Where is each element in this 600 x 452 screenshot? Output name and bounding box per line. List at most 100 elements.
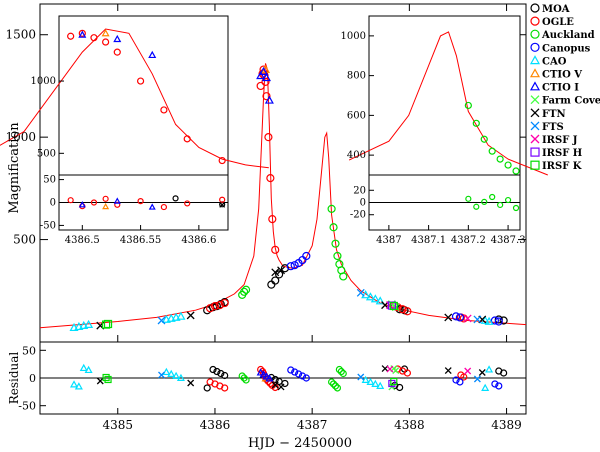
data-point	[74, 321, 84, 331]
y-tick-label: 1000	[31, 76, 56, 87]
inset-point	[101, 29, 110, 37]
x-tick-label: 4387.3	[491, 235, 526, 246]
residual-point	[403, 369, 412, 377]
residual-point	[262, 372, 271, 380]
legend-label: FTS	[542, 122, 564, 133]
inset-point	[102, 38, 110, 46]
y-tick-label: 800	[347, 71, 366, 82]
residual-point	[213, 367, 221, 376]
data-point	[275, 270, 284, 279]
legend-label: Canopus	[542, 43, 591, 54]
y-tick-label: 0	[50, 198, 56, 209]
residual-point	[460, 373, 468, 381]
inset-point	[160, 106, 168, 114]
inset-point	[148, 50, 157, 59]
data-point	[215, 301, 224, 310]
legend-label: Auckland	[541, 30, 595, 41]
x-axis-label: HJD − 2450000	[248, 436, 352, 451]
residual-point	[70, 380, 79, 388]
residual-point	[221, 384, 229, 392]
data-point	[339, 272, 348, 281]
legend-marker	[530, 147, 540, 157]
data-point	[403, 307, 412, 316]
data-point	[329, 223, 338, 232]
residual-point	[287, 366, 295, 374]
legend-label: FTN	[542, 109, 566, 120]
legend-label: CAO	[542, 56, 567, 67]
legend-label: IRSF K	[542, 161, 582, 172]
legend-marker	[529, 55, 541, 65]
residual-point	[238, 372, 246, 380]
x-tick-label: 4387	[297, 418, 328, 432]
data-point	[166, 313, 176, 322]
data-point	[157, 316, 166, 325]
residual-point	[495, 382, 503, 390]
inset-point	[136, 77, 145, 85]
data-point	[499, 316, 508, 325]
data-point	[375, 296, 385, 305]
residual-point	[265, 374, 274, 382]
residual-point	[485, 365, 494, 373]
data-point	[484, 316, 494, 325]
x-tick-label: 4387.1	[411, 235, 446, 246]
residual-point	[333, 384, 342, 392]
residual-point	[96, 377, 104, 385]
x-tick-label: 4386.6	[181, 235, 216, 246]
data-point	[389, 301, 398, 311]
inset-residual-point	[465, 195, 472, 202]
legend-marker	[530, 121, 540, 131]
inset-point	[78, 29, 86, 37]
legend-label: CTIO I	[542, 83, 579, 94]
inset-frame	[368, 15, 521, 231]
data-point	[259, 66, 269, 76]
data-point	[103, 319, 113, 329]
inset-residual-point	[497, 201, 504, 209]
inset-residual-point	[113, 197, 121, 204]
residual-point	[390, 377, 398, 386]
inset-point	[496, 155, 504, 163]
y-tick-label: 50	[22, 344, 36, 357]
inset-residual-point	[67, 197, 74, 204]
x-tick-label: 4389	[491, 418, 522, 432]
inset-residual-point	[90, 199, 98, 206]
data-point	[365, 292, 375, 301]
inset-residual-point	[102, 195, 109, 202]
residual-point	[217, 369, 225, 378]
inset-residual-point	[160, 203, 167, 211]
data-point	[186, 311, 195, 320]
residual-point	[396, 383, 404, 392]
data-point	[69, 322, 79, 332]
data-point	[261, 73, 271, 82]
legend-label: CTIO V	[542, 70, 582, 81]
residual-point	[357, 373, 365, 381]
inset-residual-point	[148, 203, 156, 210]
residual-point	[337, 367, 345, 376]
residual-point	[371, 379, 380, 387]
residual-point	[328, 378, 336, 386]
y-tick-label: 0	[360, 198, 366, 209]
y-tick-label: -20	[350, 210, 366, 221]
data-point	[264, 95, 274, 104]
legend-marker	[530, 42, 540, 52]
x-tick-label: 4386.55	[120, 235, 161, 246]
residual-point	[456, 378, 464, 386]
residual-point	[221, 371, 229, 380]
inset-point	[512, 167, 520, 175]
inset-residual-point	[489, 193, 496, 201]
residual-point	[366, 377, 375, 385]
residual-point	[335, 365, 343, 374]
inset-residual-point	[137, 198, 144, 205]
data-point	[79, 320, 89, 330]
data-point	[206, 304, 215, 313]
inset-residual-point	[473, 203, 480, 210]
residual-point	[491, 380, 499, 388]
data-point	[256, 70, 266, 80]
inset-point	[218, 156, 226, 165]
legend-marker	[529, 81, 541, 91]
residual-panel: -50 0 50 4385 4386 4387 4388 4389	[18, 341, 527, 432]
y-tick-label: 500	[13, 233, 36, 247]
legend-marker	[530, 160, 540, 170]
data-point	[333, 251, 342, 261]
y-tick-label: 500	[37, 148, 56, 159]
data-point	[356, 288, 365, 297]
